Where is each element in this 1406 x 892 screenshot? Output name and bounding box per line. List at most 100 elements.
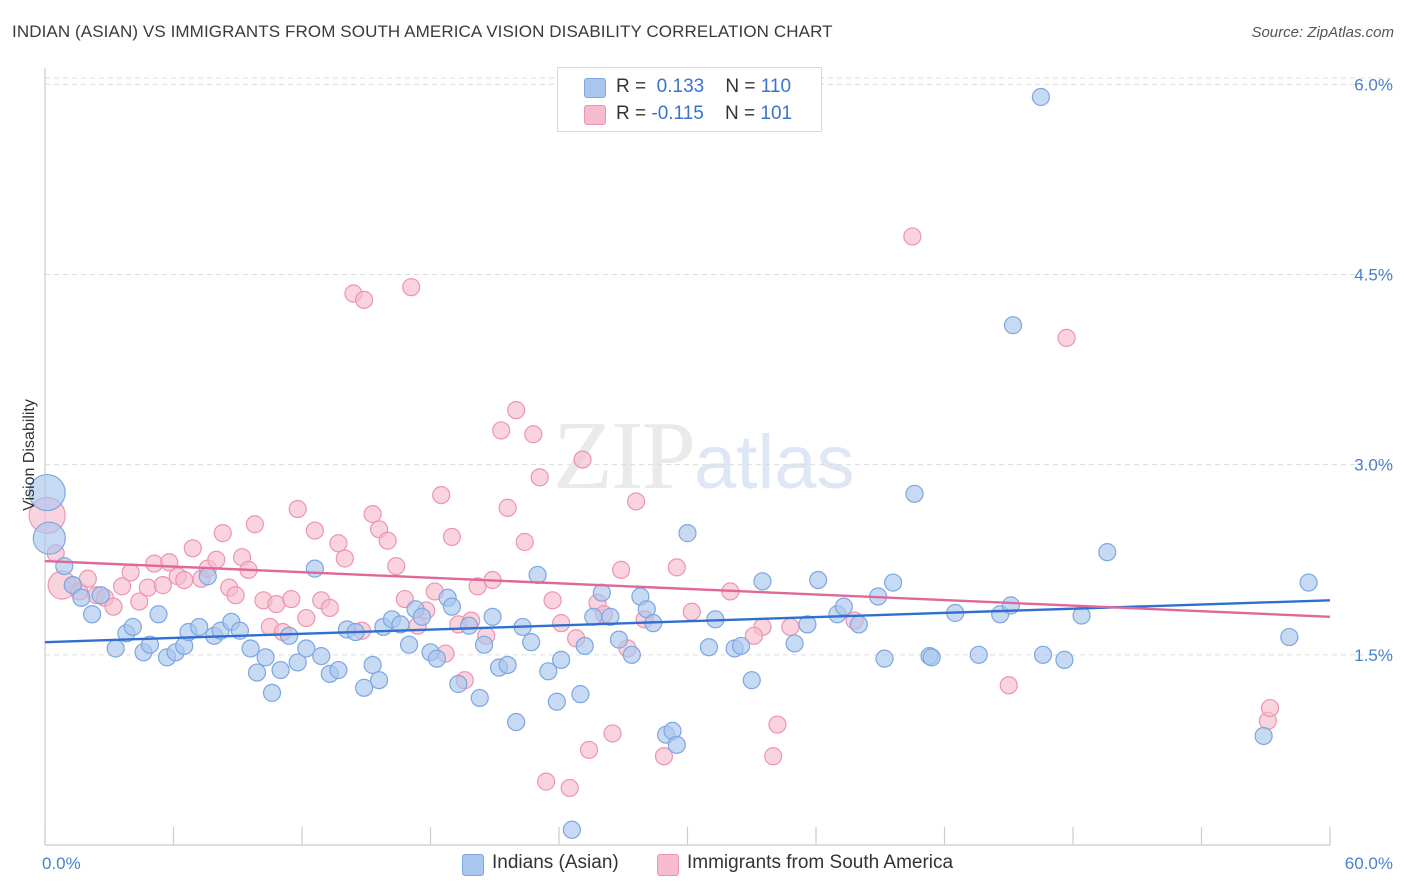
indian-point xyxy=(288,653,307,672)
immigrant-point xyxy=(305,521,324,540)
indian-point xyxy=(391,615,410,634)
series-indians-asian xyxy=(28,87,1318,839)
immigrant-point xyxy=(744,626,763,645)
indian-point xyxy=(584,607,603,626)
immigrant-point xyxy=(121,563,140,582)
indian-point xyxy=(412,607,432,626)
indian-point xyxy=(667,735,686,754)
immigrant-point xyxy=(282,589,301,609)
y-tick-label: 3.0% xyxy=(1354,456,1393,475)
immigrant-point xyxy=(1260,698,1280,718)
indian-point xyxy=(731,636,751,656)
indian-point xyxy=(1055,650,1074,670)
indian-point xyxy=(798,615,817,634)
bottom-legend-swatch-blue xyxy=(462,854,484,876)
immigrant-point xyxy=(130,592,149,611)
immigrant-point xyxy=(682,602,701,621)
indian-point xyxy=(247,663,267,682)
immigrant-point xyxy=(175,570,194,590)
immigrant-point xyxy=(654,747,674,766)
indian-point xyxy=(834,597,853,616)
indian-point xyxy=(271,660,290,680)
indian-point xyxy=(83,605,102,624)
immigrant-point xyxy=(288,499,307,519)
chart-title: INDIAN (ASIAN) VS IMMIGRANTS FROM SOUTH … xyxy=(12,22,833,41)
indian-point xyxy=(785,634,804,653)
immigrant-point xyxy=(245,515,264,534)
indian-point xyxy=(241,639,260,658)
immigrant-point xyxy=(667,558,686,577)
indian-point xyxy=(507,712,526,732)
legend-swatch-pink xyxy=(584,105,606,125)
indian-point xyxy=(875,649,894,668)
immigrant-point xyxy=(768,715,787,734)
indian-point xyxy=(1098,543,1117,562)
immigrant-point xyxy=(626,492,646,511)
indian-point xyxy=(123,617,142,637)
indian-point xyxy=(442,597,462,616)
indian-point xyxy=(297,639,316,658)
indian-point xyxy=(622,645,641,664)
indian-point xyxy=(1280,627,1299,647)
indian-point xyxy=(329,660,348,680)
immigrant-point xyxy=(335,549,354,568)
immigrant-point xyxy=(999,676,1018,695)
axes xyxy=(44,68,1331,846)
immigrant-point xyxy=(537,772,556,791)
indian-point xyxy=(262,683,282,702)
y-tick-label: 6.0% xyxy=(1354,75,1393,94)
indian-point xyxy=(470,688,489,708)
indian-point xyxy=(742,671,761,690)
immigrant-point xyxy=(153,576,172,595)
immigrant-point xyxy=(603,724,622,743)
immigrant-point xyxy=(402,278,421,297)
r-value-immigrants: -0.115 xyxy=(651,103,704,124)
immigrant-point xyxy=(903,227,922,246)
indian-point xyxy=(571,685,590,704)
indian-point xyxy=(140,635,160,654)
indian-point xyxy=(427,649,447,668)
immigrant-point xyxy=(207,550,226,569)
bottom-legend-label: Indians (Asian) xyxy=(492,852,619,873)
immigrant-point xyxy=(213,524,232,543)
immigrant-point xyxy=(145,554,164,573)
immigrant-point xyxy=(329,534,348,553)
indian-point xyxy=(1003,316,1023,335)
indian-point xyxy=(905,484,924,503)
bottom-legend-swatch-pink xyxy=(657,854,679,876)
indian-point xyxy=(552,650,571,670)
indian-point xyxy=(1031,87,1050,107)
bottom-legend-label: Immigrants from South America xyxy=(687,852,954,873)
indian-point xyxy=(699,638,719,657)
watermark-atlas: atlas xyxy=(694,420,855,505)
immigrant-point xyxy=(432,485,451,505)
indian-point xyxy=(149,605,168,624)
indian-point xyxy=(1299,573,1318,592)
indian-point xyxy=(72,588,91,607)
immigrant-point xyxy=(104,597,123,616)
n-label: N = xyxy=(725,76,756,97)
indian-point xyxy=(474,635,494,654)
y-tick-label: 4.5% xyxy=(1354,265,1393,284)
immigrant-point xyxy=(573,450,592,469)
immigrant-point xyxy=(1057,328,1076,347)
immigrant-point xyxy=(355,290,374,309)
immigrant-point xyxy=(612,560,631,579)
immigrant-point xyxy=(543,591,562,610)
indian-point xyxy=(498,655,517,675)
indian-point xyxy=(562,820,581,839)
indian-point xyxy=(483,607,502,626)
n-label: N = xyxy=(724,103,756,124)
indian-point xyxy=(305,559,324,578)
indian-point xyxy=(28,473,66,512)
indian-point xyxy=(528,565,547,585)
immigrant-point xyxy=(764,747,783,766)
indian-point xyxy=(312,646,331,666)
indian-point xyxy=(280,626,299,645)
immigrant-point xyxy=(378,531,397,550)
immigrant-point xyxy=(507,401,526,420)
immigrant-point xyxy=(226,586,245,605)
indian-point xyxy=(106,639,125,658)
immigrant-point xyxy=(297,608,316,628)
